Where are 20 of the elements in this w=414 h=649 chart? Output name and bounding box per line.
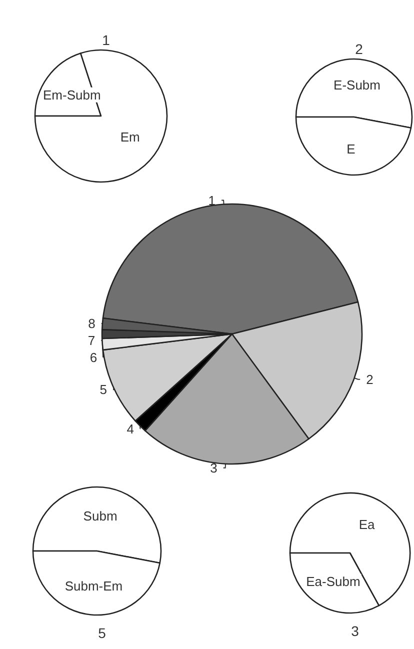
slice-label: 7: [88, 333, 96, 348]
slice-label: 4: [126, 421, 134, 436]
slice-label: Subm-Em: [64, 578, 123, 594]
slice-label: Subm: [83, 508, 118, 524]
slice-label: Em: [120, 130, 140, 145]
slice-label: 8: [88, 316, 96, 332]
text: 3: [351, 623, 360, 639]
slice-label: Ea: [358, 517, 376, 532]
slice-label: 5: [100, 382, 107, 398]
slice-label: Ea-Subm: [306, 574, 360, 589]
chart-title: 2: [355, 41, 364, 57]
slice-label: 2: [366, 372, 374, 387]
slice-label: 1: [208, 192, 216, 208]
slice-label: Em-Subm: [42, 87, 101, 102]
slice-label: 6: [90, 350, 98, 366]
chart-title: 1: [102, 32, 110, 48]
slice-label: E: [346, 141, 356, 156]
slice-label: 3: [210, 460, 218, 476]
text: 5: [98, 625, 106, 641]
slice-label: E-Subm: [334, 78, 380, 93]
